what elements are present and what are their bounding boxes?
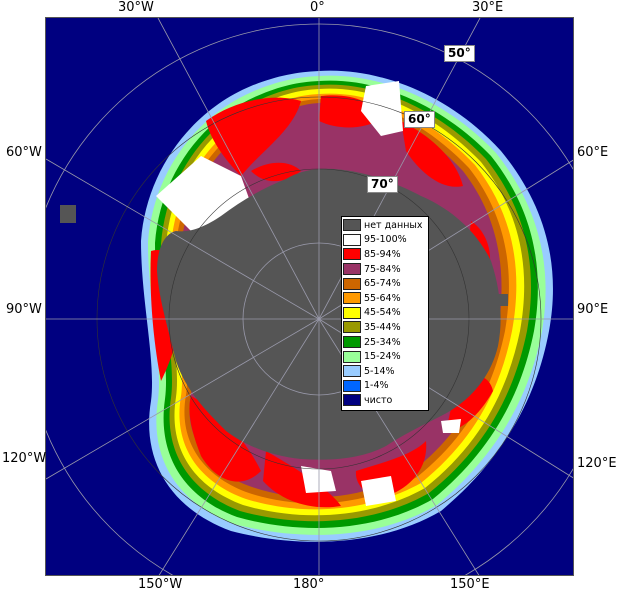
legend-label: 35-44% <box>364 321 401 333</box>
lon-label-180: 180° <box>293 577 325 592</box>
lon-label-30e: 30°E <box>472 0 504 15</box>
lon-label-90w: 90°W <box>6 302 42 317</box>
lat-label-70: 70° <box>367 176 398 193</box>
legend-swatch <box>343 350 361 363</box>
lon-label-120e: 120°E <box>577 456 617 471</box>
legend-label: 25-34% <box>364 336 401 348</box>
legend-swatch <box>343 292 361 305</box>
land-patch-east <box>498 294 508 306</box>
legend-item: 45-54% <box>342 306 428 321</box>
lat-label-50: 50° <box>444 45 475 62</box>
legend-label: 45-54% <box>364 307 401 319</box>
legend-swatch <box>343 394 361 407</box>
legend-swatch <box>343 248 361 261</box>
legend-swatch <box>343 233 361 246</box>
lon-label-30w: 30°W <box>118 0 154 15</box>
legend-label: 15-24% <box>364 351 401 363</box>
legend-swatch <box>343 379 361 392</box>
legend-item: 95-100% <box>342 233 428 248</box>
legend-item: 85-94% <box>342 247 428 262</box>
lon-label-150e: 150°E <box>450 577 490 592</box>
lon-label-0: 0° <box>310 0 325 15</box>
legend-swatch <box>343 336 361 349</box>
sea-ice-map <box>46 18 573 575</box>
legend-label: 1-4% <box>364 380 389 392</box>
lat-label-60: 60° <box>404 111 435 128</box>
lon-label-90e: 90°E <box>577 302 609 317</box>
land-patch-west <box>60 205 76 223</box>
legend-item: 1-4% <box>342 379 428 394</box>
legend-item: 65-74% <box>342 276 428 291</box>
legend-item: 5-14% <box>342 364 428 379</box>
legend-swatch <box>343 219 361 232</box>
legend-label: нет данных <box>364 219 423 231</box>
legend-item: 15-24% <box>342 349 428 364</box>
legend-swatch <box>343 321 361 334</box>
legend-item: нет данных <box>342 218 428 233</box>
legend-item: 55-64% <box>342 291 428 306</box>
legend-label: 75-84% <box>364 263 401 275</box>
lon-label-60w: 60°W <box>6 145 42 160</box>
legend-swatch <box>343 365 361 378</box>
legend-item: 35-44% <box>342 320 428 335</box>
legend-swatch <box>343 277 361 290</box>
map-frame[interactable] <box>45 17 574 576</box>
legend-label: 85-94% <box>364 248 401 260</box>
legend-label: 65-74% <box>364 278 401 290</box>
legend-label: чисто <box>364 394 393 406</box>
lon-label-60e: 60°E <box>577 145 609 160</box>
lon-label-150w: 150°W <box>138 577 183 592</box>
legend-label: 55-64% <box>364 292 401 304</box>
legend-item: чисто <box>342 393 428 408</box>
legend-item: 25-34% <box>342 335 428 350</box>
legend-label: 5-14% <box>364 365 395 377</box>
legend-swatch <box>343 306 361 319</box>
legend-swatch <box>343 263 361 276</box>
legend-label: 95-100% <box>364 234 407 246</box>
legend-item: 75-84% <box>342 262 428 277</box>
lon-label-120w: 120°W <box>2 451 47 466</box>
ice-patches-red <box>150 95 493 508</box>
concentration-legend: нет данных 95-100% 85-94% 75-84% 65-74% 55-64… <box>341 216 429 411</box>
